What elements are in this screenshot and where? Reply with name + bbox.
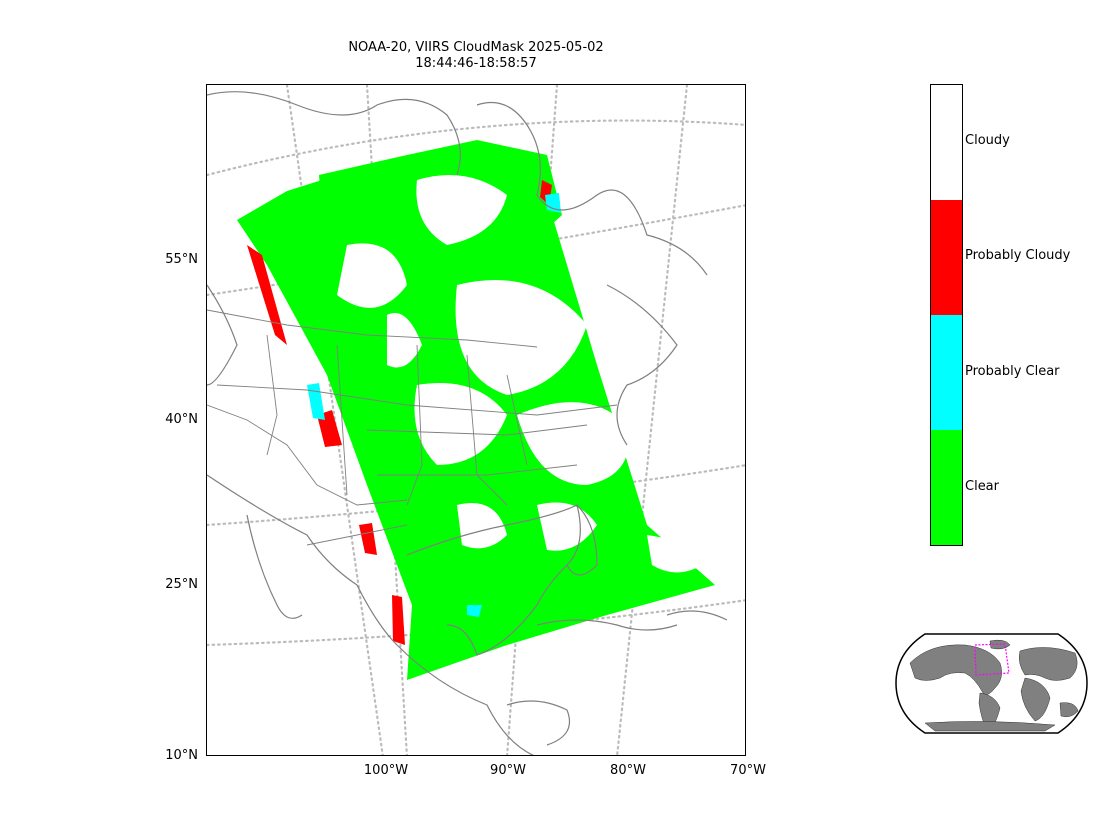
- cloud-mask-swath: [237, 140, 715, 680]
- lon-tick-80w: 80°W: [610, 763, 646, 778]
- lon-tick-90w: 90°W: [490, 763, 526, 778]
- colorbar-label-probably-cloudy: Probably Cloudy: [965, 248, 1071, 263]
- map-frame: [206, 84, 746, 756]
- colorbar-label-cloudy: Cloudy: [965, 133, 1010, 148]
- colorbar-segment-clear: [931, 430, 962, 545]
- colorbar-segment-probably-clear: [931, 315, 962, 430]
- world-locator-inset: [895, 633, 1088, 734]
- figure-title-line2: 18:44:46-18:58:57: [415, 56, 537, 71]
- lat-tick-40n: 40°N: [165, 412, 198, 427]
- lat-tick-10n: 10°N: [165, 748, 198, 763]
- world-locator-map: [895, 633, 1088, 734]
- lat-tick-25n: 25°N: [165, 577, 198, 592]
- lon-tick-100w: 100°W: [363, 763, 409, 778]
- colorbar-segment-cloudy: [931, 85, 962, 200]
- coastlines: [207, 91, 728, 755]
- figure-title-line1: NOAA-20, VIIRS CloudMask 2025-05-02: [348, 40, 604, 55]
- swath-probably-cloudy: [247, 180, 552, 645]
- state-borders: [207, 309, 618, 546]
- world-land: [909, 639, 1079, 732]
- colorbar-label-probably-clear: Probably Clear: [965, 364, 1060, 379]
- map-canvas: [207, 85, 745, 755]
- swath-locator-box: [974, 643, 1010, 676]
- colorbar: [930, 84, 963, 546]
- lon-tick-70w: 70°W: [730, 763, 766, 778]
- lat-tick-55n: 55°N: [165, 252, 198, 267]
- colorbar-segment-probably-cloudy: [931, 200, 962, 315]
- swath-cloudy: [337, 175, 702, 573]
- colorbar-label-clear: Clear: [965, 479, 999, 494]
